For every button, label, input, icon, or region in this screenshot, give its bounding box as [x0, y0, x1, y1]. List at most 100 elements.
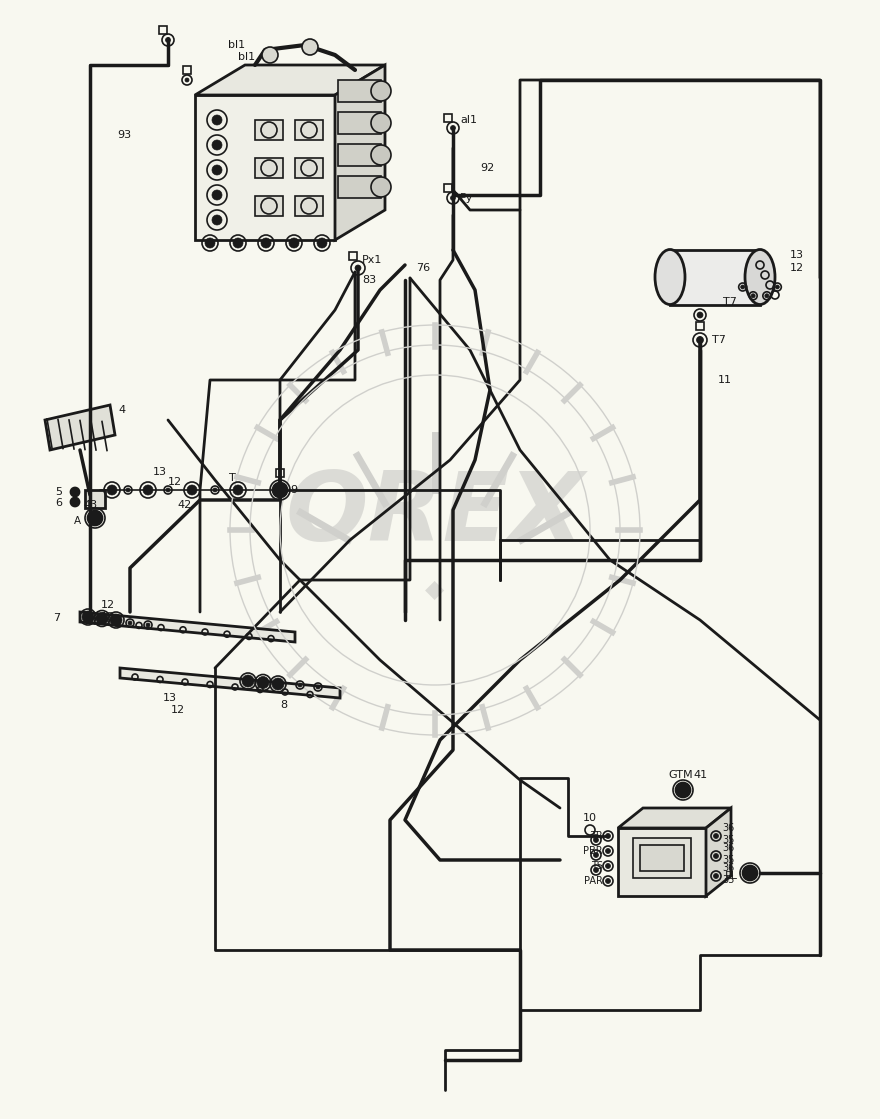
Circle shape [166, 488, 170, 492]
Bar [444, 184, 452, 192]
Circle shape [110, 614, 122, 626]
Polygon shape [45, 405, 115, 450]
Circle shape [605, 864, 611, 868]
Text: 12: 12 [790, 263, 804, 273]
Bar [670, 250, 760, 305]
Circle shape [82, 611, 94, 623]
Text: 13: 13 [163, 693, 177, 703]
Circle shape [593, 853, 598, 857]
Text: 12: 12 [171, 705, 185, 715]
Text: 7: 7 [53, 613, 60, 623]
Polygon shape [195, 95, 335, 239]
Circle shape [451, 125, 456, 131]
Text: T: T [229, 473, 235, 483]
Text: Py: Py [460, 192, 473, 203]
Text: 36: 36 [722, 863, 734, 873]
Text: al1: al1 [460, 115, 477, 125]
Circle shape [187, 485, 197, 495]
Text: TS: TS [591, 861, 603, 871]
Circle shape [257, 677, 269, 688]
Bar [338, 112, 381, 134]
Text: 93: 93 [117, 130, 131, 140]
Text: 41: 41 [693, 770, 708, 780]
Text: 35: 35 [722, 835, 735, 845]
Circle shape [88, 511, 102, 525]
Circle shape [261, 238, 271, 248]
Polygon shape [335, 65, 385, 239]
Bar [338, 144, 381, 166]
Bar [85, 490, 105, 508]
Bar [338, 79, 381, 102]
Bar [295, 158, 323, 178]
Bar [444, 114, 452, 122]
Circle shape [126, 488, 130, 492]
Text: ◆: ◆ [425, 579, 444, 602]
Circle shape [714, 874, 718, 878]
Circle shape [212, 190, 222, 200]
Bar [295, 196, 323, 216]
Text: 43: 43 [83, 500, 97, 510]
Circle shape [743, 866, 757, 880]
Circle shape [96, 612, 108, 624]
Circle shape [696, 337, 703, 344]
Text: 83: 83 [362, 275, 376, 285]
Polygon shape [195, 65, 385, 95]
Polygon shape [120, 668, 340, 698]
Circle shape [233, 485, 243, 495]
Circle shape [262, 47, 278, 63]
Text: 35: 35 [722, 875, 735, 885]
Circle shape [212, 215, 222, 225]
Polygon shape [706, 808, 731, 896]
Circle shape [317, 238, 327, 248]
Bar [183, 66, 191, 74]
Circle shape [272, 678, 284, 690]
Bar [640, 845, 684, 871]
Circle shape [371, 113, 391, 133]
Circle shape [71, 498, 79, 506]
Text: A: A [74, 516, 81, 526]
Text: 92: 92 [480, 163, 495, 173]
Text: 11: 11 [718, 375, 732, 385]
Circle shape [212, 140, 222, 150]
Bar [255, 120, 283, 140]
Circle shape [165, 38, 171, 43]
Bar [349, 252, 357, 260]
Text: 35: 35 [722, 855, 735, 865]
Circle shape [212, 164, 222, 175]
Circle shape [316, 685, 320, 689]
Text: OREX: OREX [286, 469, 584, 562]
Text: 13: 13 [153, 467, 167, 477]
Text: 10: 10 [583, 814, 597, 822]
Polygon shape [618, 808, 731, 828]
Text: PL: PL [725, 871, 738, 881]
Bar [633, 838, 691, 878]
Circle shape [371, 145, 391, 164]
Circle shape [765, 294, 769, 298]
Bar [255, 158, 283, 178]
Text: 5: 5 [55, 487, 62, 497]
Circle shape [593, 837, 598, 843]
Bar [338, 176, 381, 198]
Bar [159, 26, 167, 34]
Circle shape [371, 177, 391, 197]
Text: 8: 8 [280, 700, 287, 709]
Circle shape [289, 238, 299, 248]
Circle shape [71, 488, 79, 496]
Text: PBR: PBR [583, 846, 603, 856]
Circle shape [205, 238, 215, 248]
Text: bl1: bl1 [238, 51, 255, 62]
Circle shape [451, 196, 456, 200]
Circle shape [242, 675, 254, 687]
Circle shape [593, 867, 598, 873]
Text: T7: T7 [723, 297, 737, 307]
Circle shape [233, 238, 243, 248]
Circle shape [605, 848, 611, 854]
Circle shape [213, 488, 217, 492]
Circle shape [128, 621, 132, 626]
Circle shape [355, 265, 361, 271]
Circle shape [107, 485, 117, 495]
Text: 9: 9 [290, 485, 297, 495]
Text: 42: 42 [178, 500, 192, 510]
Text: 13: 13 [790, 250, 804, 260]
Bar [696, 322, 704, 330]
